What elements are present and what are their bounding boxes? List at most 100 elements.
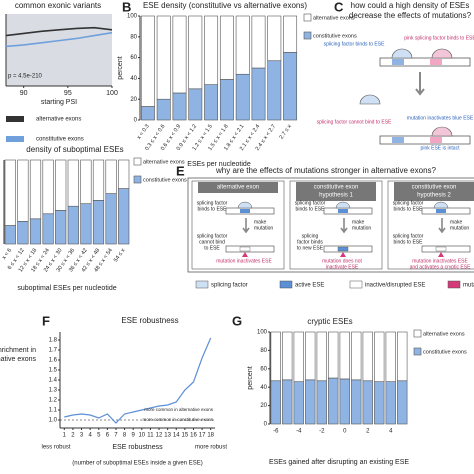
bar-segment bbox=[17, 159, 29, 222]
box-text: to ESE bbox=[204, 245, 220, 251]
chart-title: ESE density (constitutive vs alternative… bbox=[143, 1, 307, 10]
legend-swatch bbox=[133, 157, 142, 166]
x-tick-label: 18 bbox=[207, 433, 214, 439]
legend-label: constitutive exons bbox=[313, 33, 357, 39]
y-tick-label: 40 bbox=[260, 385, 267, 391]
y-axis-label: alternative exons bbox=[0, 356, 36, 363]
ese bbox=[430, 59, 442, 65]
y-tick-label: 60 bbox=[260, 366, 267, 372]
splicing-factor bbox=[335, 201, 351, 209]
box-result: mutation does not bbox=[322, 258, 362, 264]
diagram-label: mutation inactivates blue ESE bbox=[407, 115, 474, 121]
bar-segment bbox=[55, 159, 67, 211]
x-axis-label: starting PSI bbox=[41, 99, 77, 106]
y-axis-label: percent bbox=[117, 56, 124, 79]
series-line bbox=[5, 26, 113, 37]
x-tick-label: -2 bbox=[319, 429, 325, 435]
y-tick-label: 20 bbox=[130, 97, 137, 103]
x-tick-label: 0 bbox=[343, 429, 347, 435]
diagram-frame bbox=[187, 177, 474, 273]
box-header bbox=[394, 182, 474, 201]
legend-swatch bbox=[6, 116, 24, 122]
bar-segment bbox=[397, 380, 408, 425]
series-line bbox=[64, 337, 212, 424]
bar-segment bbox=[282, 379, 293, 425]
splicing-factor bbox=[433, 201, 449, 209]
x-tick-label: 5 bbox=[97, 433, 101, 439]
panel-letter: C bbox=[334, 0, 344, 14]
box-text: make bbox=[450, 219, 462, 225]
bar-segment bbox=[374, 381, 385, 425]
y-tick-label: 80 bbox=[260, 348, 267, 354]
legend-label: inactive/disrupted ESE bbox=[365, 283, 425, 289]
y-tick-label: 1.6 bbox=[49, 358, 58, 364]
bar-segment bbox=[67, 159, 79, 207]
bar-segment bbox=[17, 221, 29, 245]
bar-segment bbox=[118, 159, 130, 189]
box-text: make bbox=[352, 219, 364, 225]
end-label: less robust bbox=[41, 445, 70, 451]
y-tick-label: 1.7 bbox=[49, 348, 58, 354]
bar-segment bbox=[80, 159, 92, 204]
bar-segment bbox=[283, 52, 298, 121]
bar-segment bbox=[235, 15, 250, 75]
y-tick-label: 1.1 bbox=[49, 408, 58, 414]
bar-segment bbox=[270, 380, 281, 425]
ese bbox=[240, 209, 250, 213]
legend-swatch bbox=[279, 280, 293, 289]
bar-segment bbox=[140, 106, 155, 121]
y-axis-label: percent bbox=[247, 366, 254, 389]
panel-letter: F bbox=[42, 313, 50, 328]
ese bbox=[430, 137, 442, 143]
mutation bbox=[242, 252, 248, 257]
box-header bbox=[198, 182, 278, 193]
bar-segment bbox=[156, 98, 171, 121]
box-text: splicing factor bbox=[197, 233, 228, 239]
diagram-title: why are the effects of mutations stronge… bbox=[215, 166, 437, 175]
x-tick-label: 3 bbox=[80, 433, 84, 439]
x-tick-label: 16 bbox=[190, 433, 197, 439]
y-tick-label: 1.4 bbox=[49, 378, 58, 384]
box-text: mutation bbox=[352, 225, 371, 231]
mutation bbox=[438, 252, 444, 257]
box-text: factor binds bbox=[297, 239, 323, 245]
bar-segment bbox=[204, 84, 219, 121]
x-tick-label: 11 bbox=[147, 433, 154, 439]
bar-segment bbox=[29, 159, 42, 220]
x-tick-label: 9 bbox=[132, 433, 136, 439]
y-tick-label: 1.8 bbox=[49, 338, 58, 344]
x-tick-label: 4 bbox=[88, 433, 92, 439]
x-tick-label: x < 6 bbox=[1, 248, 13, 261]
legend-swatch bbox=[303, 13, 312, 22]
x-tick-label: 8 bbox=[123, 433, 127, 439]
splicing-factor bbox=[359, 94, 381, 105]
bar-segment bbox=[140, 15, 155, 107]
y-tick-label: 1.3 bbox=[49, 388, 58, 394]
ese bbox=[436, 209, 446, 213]
x-tick-label: 14 bbox=[173, 433, 180, 439]
splicing-factor bbox=[431, 126, 453, 137]
bar-segment bbox=[55, 210, 67, 245]
x-tick-label: 95 bbox=[64, 90, 72, 97]
x-tick-label: 15 bbox=[182, 433, 189, 439]
splicing-factor bbox=[237, 201, 253, 209]
ese bbox=[392, 137, 404, 143]
x-tick-label: 6 bbox=[106, 433, 110, 439]
bar-segment bbox=[188, 15, 203, 90]
ese bbox=[337, 246, 349, 252]
bar-segment bbox=[339, 378, 350, 425]
bar-segment bbox=[267, 15, 282, 62]
bar-segment bbox=[118, 188, 130, 245]
box-text: binds to ESE bbox=[296, 206, 326, 212]
box-header-text: constitutive exon bbox=[314, 185, 359, 191]
legend-swatch bbox=[413, 347, 422, 356]
legend-label: active ESE bbox=[295, 283, 324, 289]
bar-segment bbox=[219, 79, 234, 121]
bar-segment bbox=[172, 15, 187, 94]
bar-segment bbox=[4, 159, 16, 226]
y-tick-label: 100 bbox=[257, 330, 268, 336]
bar-segment bbox=[362, 331, 373, 382]
arrow bbox=[415, 72, 425, 96]
bar-segment bbox=[282, 331, 293, 381]
